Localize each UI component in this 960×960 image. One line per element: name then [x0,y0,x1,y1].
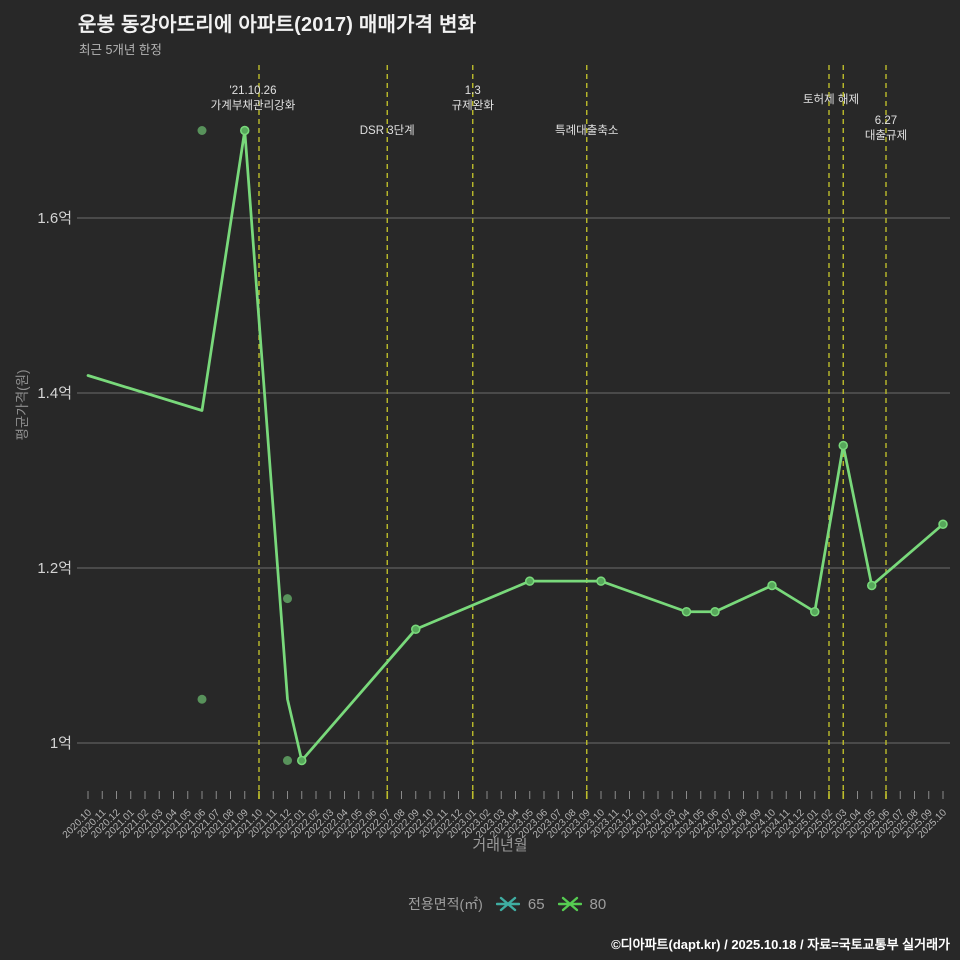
line-marker[interactable] [297,755,307,766]
event-label: 1.3 [465,85,481,97]
line-marker[interactable] [596,576,606,586]
copyright-footer: ©디아파트(dapt.kr) / 2025.10.18 / 자료=국토교통부 실… [611,937,950,952]
scatter-point[interactable] [197,126,207,135]
legend-item-80[interactable]: 80 [557,895,607,913]
line-marker[interactable] [867,580,877,591]
event-label: 토허제 해제 [803,93,859,106]
line-marker[interactable] [525,576,535,586]
y-tick-label: 1억 [50,735,72,752]
event-label: DSR 3단계 [360,124,415,137]
event-label: '21.10.26 [230,85,277,97]
scatter-point[interactable] [283,594,292,604]
event-label: 특례대출축소 [555,124,618,137]
legend-item-65[interactable]: 65 [495,895,545,913]
event-label: 대출규제 [865,129,907,142]
legend: 전용면적(㎡) 65 80 [408,894,606,914]
price-history-chart: 1억 1.2억 1.4억 1.6억 '21.10.26 가계부채관리강화 DSR 3단계 1.… [37,65,950,841]
series-80-marker-icon [557,896,582,912]
y-tick-label: 1.4억 [37,385,72,402]
line-marker[interactable] [810,607,820,617]
y-tick-label: 1.6억 [37,210,72,227]
line-marker[interactable] [710,607,720,617]
legend-label-80: 80 [589,895,607,913]
legend-title: 전용면적(㎡) [408,896,483,912]
event-label: 6.27 [875,115,897,127]
y-axis-title: 평균가격(원) [15,369,30,441]
price-line-80 [86,129,945,762]
line-marker[interactable] [767,580,777,591]
line-marker[interactable] [681,607,692,617]
y-tick-label: 1.2억 [37,560,72,577]
event-label: 가계부채관리강화 [211,99,296,112]
x-axis-title: 거래년월 [472,837,528,854]
line-marker[interactable] [240,125,250,136]
line-marker[interactable] [938,519,948,529]
page-subtitle: 최근 5개년 한정 [79,43,162,57]
scatter-point[interactable] [283,756,292,765]
line-marker[interactable] [411,624,421,634]
page-title: 운봉 동강아뜨리에 아파트(2017) 매매가격 변화 [78,14,477,36]
series-65-marker-icon [495,896,520,912]
event-label: 규제완화 [452,99,495,112]
scatter-point[interactable] [197,694,207,704]
line-marker[interactable] [838,440,848,451]
legend-label-65: 65 [527,895,545,913]
